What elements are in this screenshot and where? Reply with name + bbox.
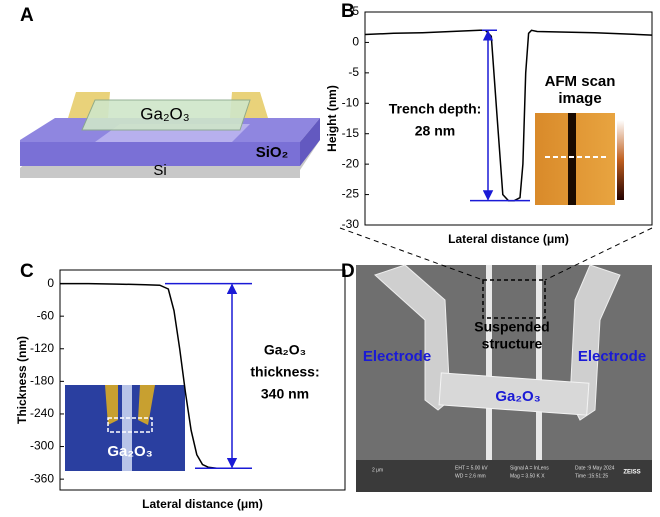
- suspended-label: structure: [482, 336, 543, 352]
- photo-inset: [65, 385, 185, 471]
- panel-letter: D: [341, 261, 355, 282]
- x-axis-label: Lateral distance (μm): [142, 497, 263, 511]
- brand: ZEISS: [623, 470, 640, 476]
- ga2o3-bar: [438, 372, 590, 416]
- y-tick-label: -300: [30, 439, 54, 453]
- inset-title: image: [558, 90, 601, 107]
- y-tick-label: 5: [352, 4, 359, 18]
- panel-letter: B: [341, 1, 355, 22]
- afm-inset: [535, 113, 624, 205]
- connector: [544, 227, 653, 281]
- inset-title: Ga₂O₃: [107, 443, 152, 460]
- connector: [339, 227, 484, 281]
- y-tick-label: -30: [342, 217, 360, 231]
- trench-edge: [536, 265, 542, 465]
- info-bar: [356, 460, 652, 492]
- annotation: 340 nm: [261, 386, 309, 402]
- x-axis-label: Lateral distance (μm): [448, 232, 569, 246]
- electrode: [105, 385, 118, 425]
- panel-a: A Ga₂O₃ SiO₂ Si: [20, 5, 320, 179]
- info-text: Mag = 3.50 K X: [510, 473, 545, 479]
- highlight-box: [482, 279, 546, 319]
- film-label: Ga₂O₃: [495, 388, 540, 405]
- substrate-label: Si: [153, 162, 166, 179]
- plot-frame: [59, 269, 346, 491]
- panel-d: D Suspended structure Electrode Electrod…: [341, 261, 652, 492]
- y-axis-label: Thickness (nm): [15, 336, 29, 424]
- y-tick-label: -240: [30, 406, 54, 420]
- sio2-side: [300, 118, 320, 166]
- info-text: Time :15:51:25: [575, 473, 608, 479]
- trench: [122, 385, 132, 471]
- film-label: Ga₂O₃: [140, 104, 189, 123]
- y-tick-label: -20: [342, 156, 360, 170]
- electrode: [138, 385, 155, 425]
- electrode: [569, 264, 621, 421]
- sio2-front: [20, 142, 300, 166]
- y-tick-label: 0: [47, 276, 54, 290]
- afm-trench: [568, 113, 576, 205]
- electrode-label: Electrode: [363, 348, 431, 365]
- plot-frame: [364, 11, 653, 226]
- info-text: EHT = 5.00 kV: [455, 465, 488, 471]
- trench-edge: [486, 265, 492, 465]
- suspended-label: Suspended: [474, 319, 549, 335]
- y-tick-label: -25: [342, 187, 360, 201]
- ga2o3-film: [81, 99, 251, 131]
- annotation: thickness:: [250, 364, 319, 380]
- info-text: Date :9 May 2024: [575, 465, 615, 471]
- inset-title: AFM scan: [545, 73, 616, 90]
- colorbar: [617, 120, 624, 200]
- panel-letter: C: [20, 261, 34, 282]
- y-tick-label: -10: [342, 95, 360, 109]
- y-tick-label: -60: [37, 308, 55, 322]
- y-tick-label: -360: [30, 471, 54, 485]
- y-tick-label: -15: [342, 126, 360, 140]
- y-axis-label: Height (nm): [325, 85, 339, 152]
- panel-letter: A: [20, 5, 34, 26]
- info-text: Signal A = InLens: [510, 465, 549, 471]
- oxide-label: SiO₂: [256, 144, 289, 161]
- annotation: Trench depth:: [389, 101, 482, 117]
- highlight-box: [107, 417, 153, 433]
- y-tick-label: -180: [30, 374, 54, 388]
- annotation: 28 nm: [415, 123, 455, 139]
- y-tick-label: -120: [30, 341, 54, 355]
- info-text: WD = 2.6 mm: [455, 473, 486, 479]
- annotation: Ga₂O₃: [264, 342, 306, 358]
- y-tick-label: -5: [348, 65, 359, 79]
- y-tick-label: 0: [352, 35, 359, 49]
- scale-label: 2 μm: [372, 467, 383, 473]
- electrode-label: Electrode: [578, 348, 646, 365]
